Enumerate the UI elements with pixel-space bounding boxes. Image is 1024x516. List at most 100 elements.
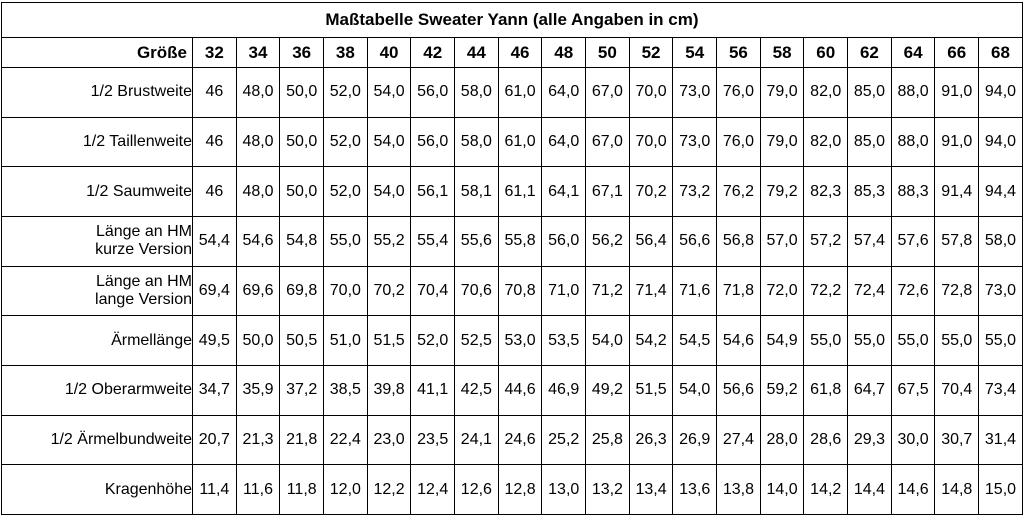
- table-cell: 13,6: [672, 464, 718, 515]
- table-cell: 12,2: [366, 464, 412, 515]
- size-header-cell: 66: [934, 37, 980, 68]
- row-label: Länge an HM kurze Version: [1, 215, 193, 267]
- table-cell: 14,8: [934, 464, 980, 515]
- table-cell: 72,8: [934, 265, 980, 317]
- row-label-line: 1/2 Brustweite: [90, 83, 192, 101]
- table-cell: 12,4: [410, 464, 456, 515]
- table-cell: 14,2: [803, 464, 849, 515]
- table-cell: 58,0: [454, 116, 499, 168]
- size-header-cell: 40: [366, 37, 412, 68]
- table-cell: 76,0: [716, 116, 761, 168]
- table-cell: 94,4: [978, 166, 1023, 217]
- table-cell: 55,0: [890, 315, 936, 366]
- table-cell: 91,4: [934, 166, 980, 217]
- table-cell: 49,5: [192, 315, 237, 366]
- table-cell: 54,8: [279, 215, 325, 267]
- table-cell: 11,4: [192, 464, 237, 515]
- table-cell: 13,2: [585, 464, 630, 515]
- size-header-cell: 48: [541, 37, 587, 68]
- table-cell: 53,0: [497, 315, 543, 366]
- table-cell: 28,6: [803, 414, 849, 466]
- row-label: Länge an HM lange Version: [1, 265, 193, 317]
- table-cell: 11,6: [235, 464, 281, 515]
- table-cell: 41,1: [410, 364, 456, 416]
- table-cell: 70,6: [454, 265, 499, 317]
- table-cell: 67,5: [890, 364, 936, 416]
- size-header-cell: 68: [978, 37, 1023, 68]
- table-cell: 70,8: [497, 265, 543, 317]
- table-cell: 54,0: [366, 67, 412, 118]
- table-cell: 61,8: [803, 364, 849, 416]
- table-cell: 69,4: [192, 265, 237, 317]
- table-cell: 23,0: [366, 414, 412, 466]
- size-header-cell: 42: [410, 37, 456, 68]
- table-cell: 79,2: [759, 166, 805, 217]
- table-cell: 12,0: [323, 464, 368, 515]
- table-cell: 67,1: [585, 166, 630, 217]
- table-row: Kragenhöhe 11,4 11,6 11,8 12,0 12,2 12,4 12,6 12…: [1, 464, 1023, 515]
- table-cell: 20,7: [192, 414, 237, 466]
- table-cell: 14,4: [847, 464, 892, 515]
- table-cell: 24,1: [454, 414, 499, 466]
- row-label-line: 1/2 Ärmelbundweite: [50, 430, 192, 448]
- row-label-line: 1/2 Oberarmweite: [64, 381, 192, 399]
- table-cell: 67,0: [585, 67, 630, 118]
- table-cell: 70,2: [628, 166, 674, 217]
- table-cell: 54,6: [716, 315, 761, 366]
- table-cell: 39,8: [366, 364, 412, 416]
- table-cell: 71,6: [672, 265, 718, 317]
- table-cell: 54,6: [235, 215, 281, 267]
- table-cell: 26,9: [672, 414, 718, 466]
- size-header-cell: 38: [323, 37, 368, 68]
- table-cell: 25,2: [541, 414, 587, 466]
- table-cell: 71,0: [541, 265, 587, 317]
- table-cell: 22,4: [323, 414, 368, 466]
- table-cell: 73,4: [978, 364, 1023, 416]
- table-cell: 54,4: [192, 215, 237, 267]
- table-cell: 61,1: [497, 166, 543, 217]
- size-header-cell: 52: [628, 37, 674, 68]
- size-header-cell: 44: [454, 37, 499, 68]
- table-cell: 57,8: [934, 215, 980, 267]
- table-cell: 52,0: [410, 315, 456, 366]
- table-cell: 61,0: [497, 116, 543, 168]
- row-label-line: Länge an HM: [95, 272, 192, 290]
- size-header-cell: 46: [497, 37, 543, 68]
- table-cell: 70,4: [410, 265, 456, 317]
- table-cell: 42,5: [454, 364, 499, 416]
- row-label-line: Ärmellänge: [111, 331, 192, 349]
- table-cell: 76,2: [716, 166, 761, 217]
- table-cell: 64,0: [541, 116, 587, 168]
- table-cell: 13,4: [628, 464, 674, 515]
- table-cell: 50,5: [279, 315, 325, 366]
- table-cell: 54,0: [585, 315, 630, 366]
- table-row: 1/2 Saumweite 46 48,0 50,0 52,0 54,0 56,1 58,1 6…: [1, 166, 1023, 217]
- table-cell: 54,9: [759, 315, 805, 366]
- table-cell: 51,5: [628, 364, 674, 416]
- row-label: 1/2 Saumweite: [1, 166, 193, 217]
- table-cell: 76,0: [716, 67, 761, 118]
- table-cell: 58,0: [454, 67, 499, 118]
- table-cell: 50,0: [279, 67, 325, 118]
- table-cell: 54,2: [628, 315, 674, 366]
- table-cell: 82,3: [803, 166, 849, 217]
- table-row: Länge an HM kurze Version 54,4 54,6 54,8 55,0…: [1, 215, 1023, 267]
- measurement-rows: 1/2 Brustweite 46 48,0 50,0 52,0 54,0 56,0 58,0…: [1, 67, 1023, 515]
- table-cell: 55,8: [497, 215, 543, 267]
- size-header-label: Größe: [1, 37, 193, 68]
- table-cell: 24,6: [497, 414, 543, 466]
- size-header-row: Größe 32 34 36 38 40 42 44 46 48 50 52 54 56 58 60 62 64…: [1, 37, 1023, 68]
- table-cell: 56,0: [541, 215, 587, 267]
- row-label-line: 1/2 Taillenweite: [82, 132, 192, 150]
- table-cell: 44,6: [497, 364, 543, 416]
- table-cell: 88,0: [890, 116, 936, 168]
- table-cell: 53,5: [541, 315, 587, 366]
- table-cell: 57,0: [759, 215, 805, 267]
- table-cell: 11,8: [279, 464, 325, 515]
- table-cell: 46,9: [541, 364, 587, 416]
- size-header-cell: 62: [847, 37, 892, 68]
- table-cell: 50,0: [279, 116, 325, 168]
- table-cell: 58,0: [978, 215, 1023, 267]
- size-header-cell: 56: [716, 37, 761, 68]
- table-row: 1/2 Brustweite 46 48,0 50,0 52,0 54,0 56,0 58,0…: [1, 67, 1023, 118]
